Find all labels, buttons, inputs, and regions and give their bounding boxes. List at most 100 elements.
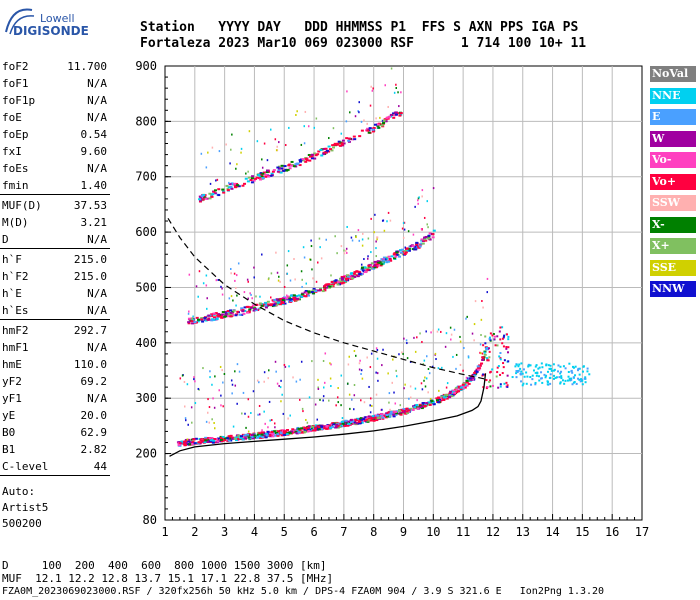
echo-point <box>206 297 208 300</box>
echo-point <box>233 182 237 185</box>
echo-point <box>358 111 360 114</box>
echo-point <box>545 374 548 377</box>
echo-point <box>353 271 357 274</box>
echo-point <box>547 364 550 367</box>
echo-point <box>211 193 215 196</box>
echo-point <box>403 253 407 256</box>
echo-point <box>373 231 375 234</box>
echo-point <box>552 363 555 366</box>
echo-point <box>499 358 502 361</box>
echo-point <box>393 114 397 117</box>
echo-point <box>516 370 519 373</box>
param-row: foE N/A <box>2 111 107 127</box>
echo-point <box>193 442 197 445</box>
echo-point <box>191 441 195 444</box>
echo-point <box>374 213 376 216</box>
echo-point <box>298 159 302 162</box>
echo-point <box>520 362 523 365</box>
echo-point <box>502 336 505 339</box>
echo-point <box>455 388 459 391</box>
param-key: M(D) <box>2 216 29 229</box>
echo-point <box>515 363 518 366</box>
param-row: foF2 11.700 <box>2 60 107 76</box>
echo-point <box>489 379 492 382</box>
echo-point <box>320 428 324 431</box>
echo-point <box>420 228 423 231</box>
param-key: foEs <box>2 162 29 175</box>
echo-point <box>302 295 306 298</box>
echo-point <box>353 350 356 353</box>
x-tick-label: 2 <box>191 525 198 539</box>
echo-point <box>246 278 249 281</box>
echo-point <box>257 413 259 416</box>
echo-point <box>207 151 209 154</box>
echo-point <box>285 297 289 300</box>
echo-point <box>358 135 362 138</box>
x-tick-label: 13 <box>516 525 530 539</box>
echo-point <box>366 268 370 271</box>
echo-point <box>330 283 334 286</box>
echo-point <box>303 428 307 431</box>
echo-point <box>369 411 372 414</box>
echo-point <box>389 408 391 411</box>
echo-point <box>344 281 348 284</box>
echo-point <box>432 403 436 406</box>
echo-point <box>409 396 412 399</box>
echo-point <box>485 357 488 360</box>
echo-point <box>409 245 413 248</box>
echo-point <box>543 373 546 376</box>
echo-point <box>296 297 300 300</box>
echo-point <box>347 139 351 142</box>
echo-point <box>570 369 573 372</box>
echo-point <box>382 119 386 122</box>
echo-point <box>214 192 218 195</box>
echo-point <box>459 335 461 338</box>
echo-point <box>437 328 440 331</box>
echo-point <box>345 247 348 250</box>
echo-point <box>191 318 195 321</box>
echo-point <box>367 255 369 258</box>
echo-point <box>381 416 385 419</box>
echo-point <box>187 440 191 443</box>
echo-point <box>414 205 416 208</box>
echo-point <box>264 436 268 439</box>
echo-point <box>203 316 207 319</box>
echo-point <box>300 427 304 430</box>
echo-point <box>310 291 314 294</box>
echo-point <box>384 416 388 419</box>
echo-point <box>305 282 308 285</box>
echo-point <box>563 382 566 385</box>
echo-point <box>424 385 427 388</box>
x-tick-label: 14 <box>545 525 559 539</box>
echo-point <box>229 434 233 437</box>
echo-point <box>317 387 320 390</box>
param-value: 20.0 <box>80 409 108 422</box>
echo-point <box>201 439 205 442</box>
echo-point <box>336 424 340 427</box>
echo-point <box>286 272 289 275</box>
echo-point <box>267 426 269 429</box>
echo-point <box>393 253 397 256</box>
echo-point <box>240 151 242 154</box>
param-value: 37.53 <box>73 199 107 212</box>
echo-point <box>205 284 208 287</box>
param-key: hmE <box>2 358 22 371</box>
echo-point <box>226 313 230 316</box>
echo-point <box>425 377 428 380</box>
echo-point <box>320 424 324 427</box>
echo-point <box>404 246 407 249</box>
echo-point <box>574 365 577 368</box>
echo-point <box>407 247 411 250</box>
echo-point <box>307 294 311 297</box>
echo-point <box>362 232 364 235</box>
echo-point <box>262 303 266 306</box>
echo-point <box>385 116 389 119</box>
echo-point <box>230 267 232 270</box>
echo-point <box>375 240 377 243</box>
echo-point <box>229 437 233 440</box>
echo-point <box>341 420 345 423</box>
echo-point <box>297 431 301 434</box>
echo-point <box>198 438 202 441</box>
echo-point <box>319 426 323 429</box>
echo-point <box>369 419 373 422</box>
